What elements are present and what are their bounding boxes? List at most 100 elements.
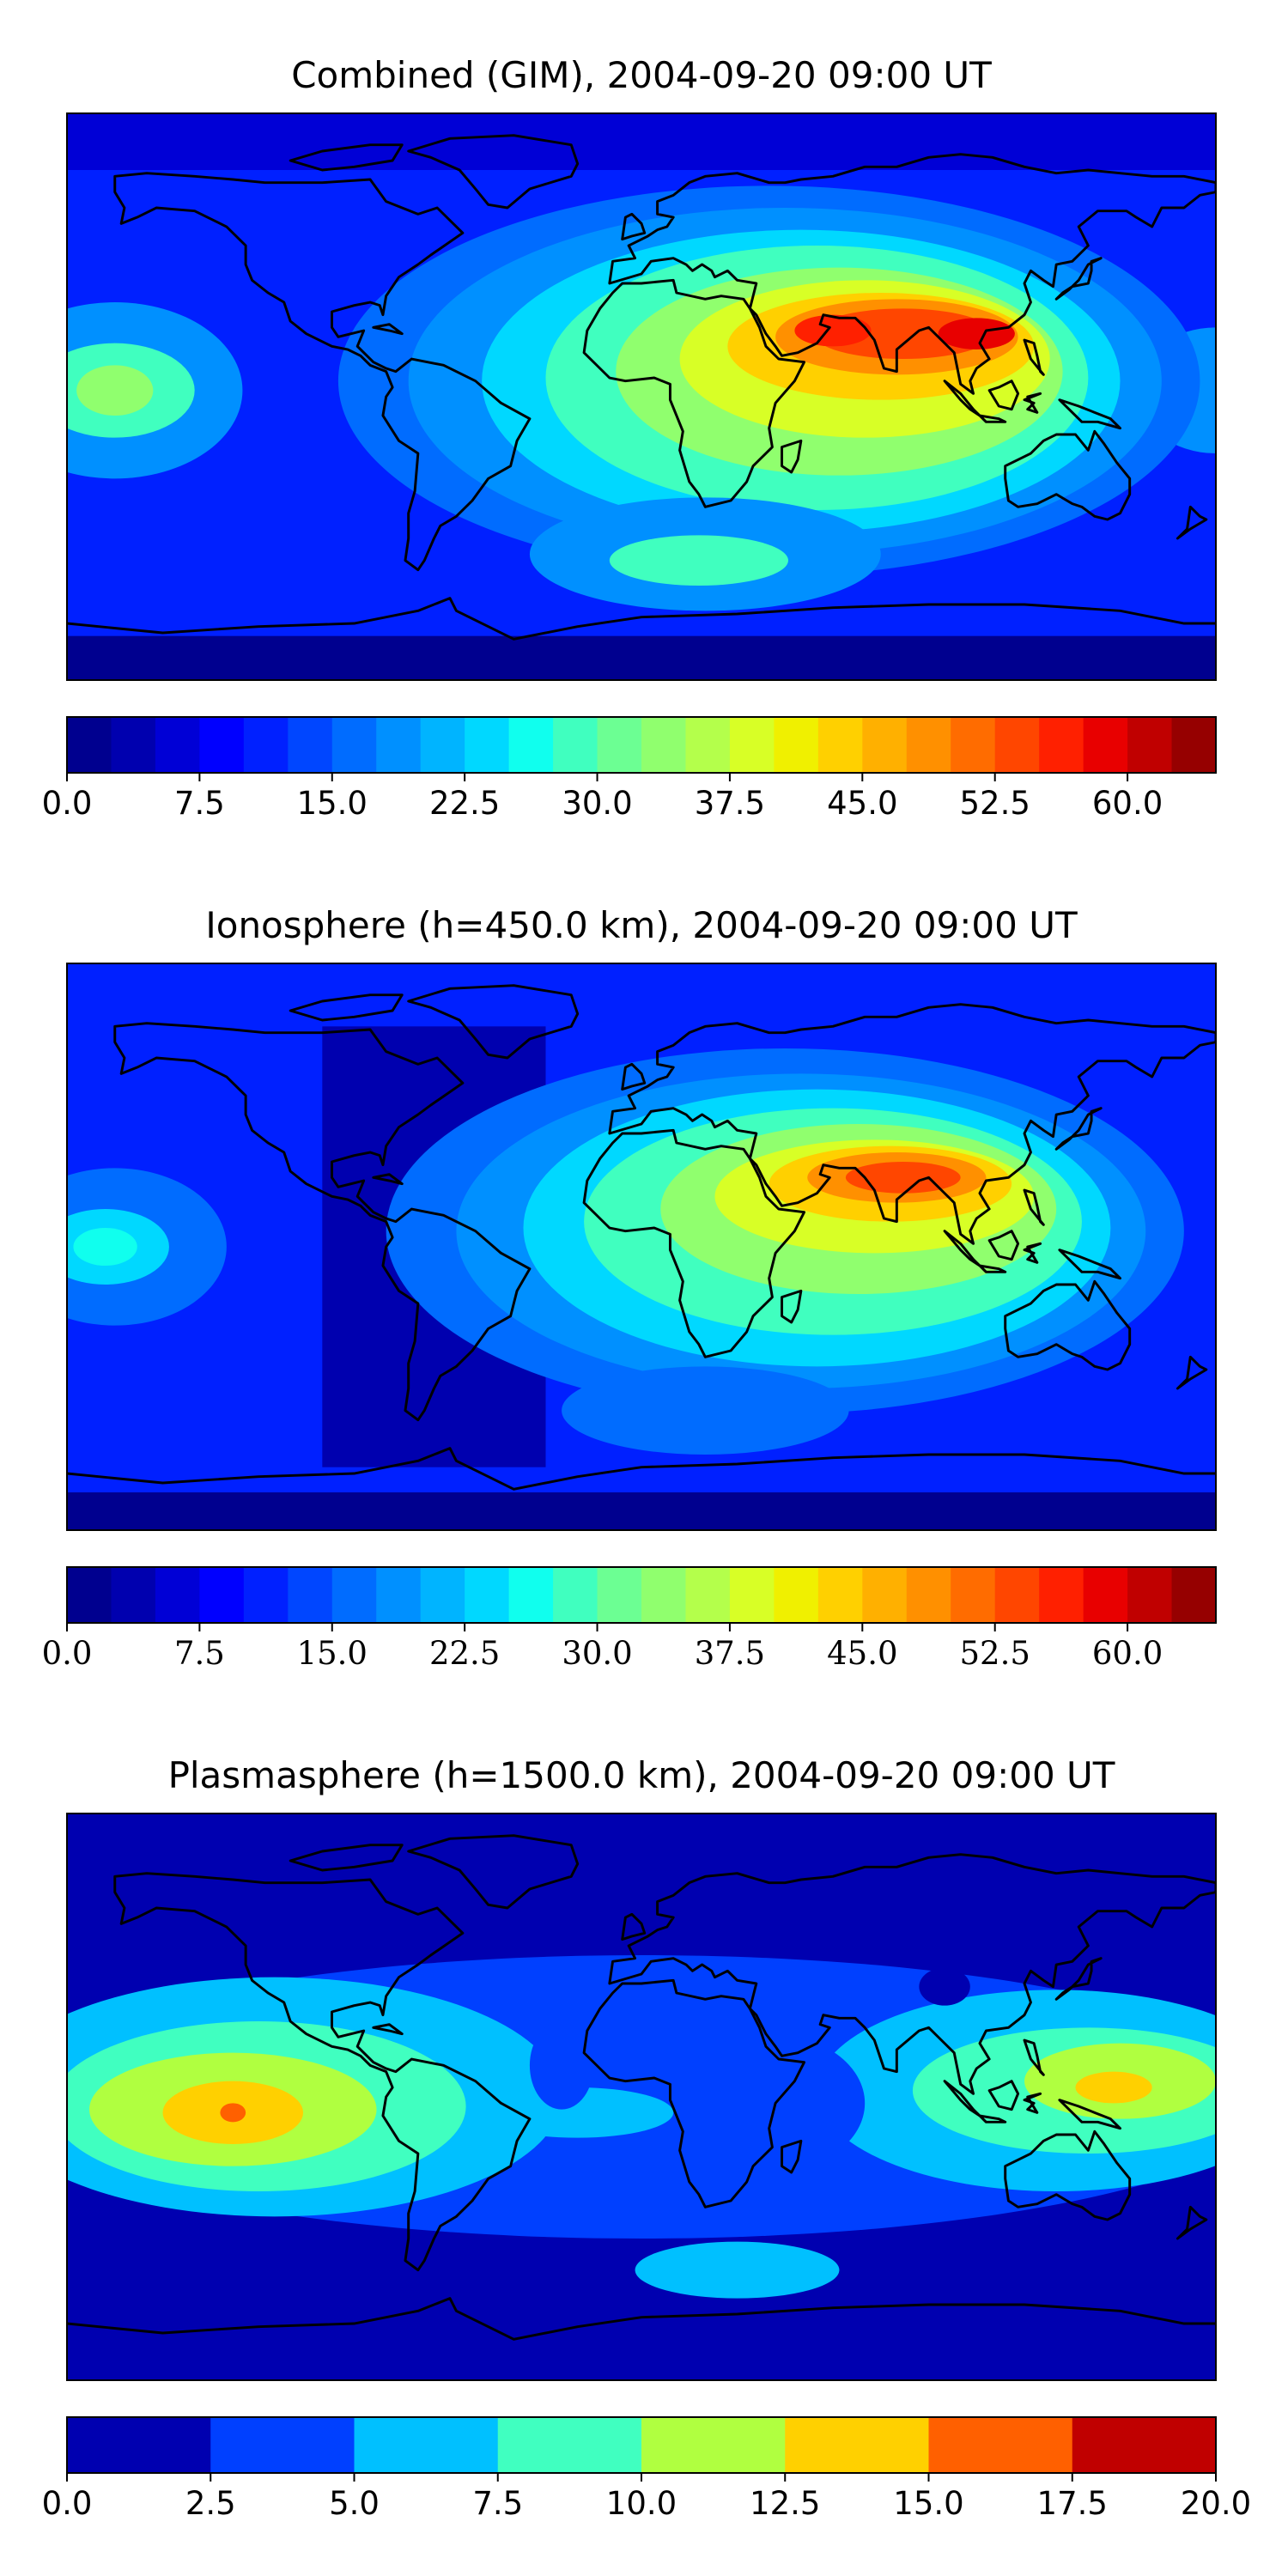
- colorbar-swatch: [1083, 717, 1128, 773]
- colorbar-swatch: [1127, 1567, 1173, 1623]
- colorbar-tick-label: 2.5: [185, 2485, 236, 2522]
- colorbar-swatch: [1039, 1567, 1084, 1623]
- colorbar: 0.0 7.5 15.0 22.5 30.0 37.5 45.0 52.5 60.0: [42, 1566, 1217, 1672]
- colorbar-swatch: [199, 1567, 245, 1623]
- colorbar-swatch: [994, 1567, 1040, 1623]
- map-frame: [66, 1813, 1217, 2381]
- colorbar-swatch: [862, 717, 908, 773]
- colorbar-swatch: [243, 1567, 289, 1623]
- colorbar-tick-label: 37.5: [695, 785, 765, 822]
- colorbar-swatch: [906, 717, 951, 773]
- colorbar-swatch: [817, 1567, 863, 1623]
- colorbar-tick-label: 15.0: [893, 2485, 963, 2522]
- colorbar-tick-label: 7.5: [472, 2485, 523, 2522]
- colorbar-tick-label: 37.5: [695, 1635, 765, 1672]
- colorbar-swatch: [1039, 717, 1084, 773]
- colorbar-tick-label: 5.0: [329, 2485, 380, 2522]
- chart-title: Ionosphere (h=450.0 km), 2004-09-20 09:0…: [205, 904, 1078, 946]
- colorbar-swatch: [155, 717, 200, 773]
- colorbar-swatch: [597, 717, 642, 773]
- colorbar-tick-label: 30.0: [562, 785, 632, 822]
- colorbar-tick-label: 15.0: [297, 1635, 368, 1672]
- colorbar-swatch: [199, 717, 245, 773]
- colorbar-tick-label: 15.0: [297, 785, 368, 822]
- colorbar-swatch: [641, 1567, 687, 1623]
- colorbar-tick-label: 60.0: [1092, 785, 1163, 822]
- colorbar-swatch: [862, 1567, 908, 1623]
- colorbar-swatch: [774, 1567, 819, 1623]
- colorbar-swatch: [111, 1567, 156, 1623]
- colorbar-tick-label: 7.5: [174, 1635, 225, 1672]
- panel-combined: Combined (GIM), 2004-09-20 09:00 UT: [42, 54, 1217, 822]
- colorbar-swatch: [553, 717, 598, 773]
- colorbar-tick-label: 52.5: [959, 1635, 1030, 1672]
- colorbar-swatch: [243, 717, 289, 773]
- colorbar-swatch: [906, 1567, 951, 1623]
- colorbar-swatch: [1083, 1567, 1128, 1623]
- colorbar-swatch: [210, 2417, 355, 2473]
- colorbar-swatch: [1127, 717, 1173, 773]
- colorbar-swatch: [729, 1567, 775, 1623]
- colorbar-tick-label: 12.5: [750, 2485, 820, 2522]
- colorbar-swatch: [641, 717, 687, 773]
- panel-plasmasphere: Plasmasphere (h=1500.0 km), 2004-09-20 0…: [42, 1754, 1252, 2522]
- colorbar-tick-label: 45.0: [827, 1635, 897, 1672]
- colorbar-swatch: [994, 717, 1040, 773]
- colorbar-tick-label: 22.5: [429, 1635, 500, 1672]
- colorbar-swatch: [1072, 2417, 1217, 2473]
- colorbar-swatch: [67, 2417, 211, 2473]
- map-frame: [66, 963, 1217, 1531]
- colorbar-swatch: [951, 1567, 996, 1623]
- tec-bands: [67, 1026, 1216, 1530]
- chart-title: Combined (GIM), 2004-09-20 09:00 UT: [291, 54, 992, 96]
- colorbar-swatch: [288, 1567, 333, 1623]
- colorbar-swatch: [685, 717, 731, 773]
- colorbar-tick-label: 22.5: [429, 785, 500, 822]
- colorbar-swatch: [465, 717, 510, 773]
- colorbar-tick-label: 0.0: [42, 2485, 93, 2522]
- colorbar-tick-label: 0.0: [42, 785, 93, 822]
- colorbar-swatch: [376, 1567, 422, 1623]
- colorbar-swatch: [465, 1567, 510, 1623]
- colorbar-tick-label: 0.0: [42, 1635, 93, 1672]
- tec-bands: [67, 1955, 1216, 2299]
- colorbar-tick-label: 17.5: [1037, 2485, 1108, 2522]
- colorbar-swatch: [774, 717, 819, 773]
- colorbar-swatch: [497, 2417, 642, 2473]
- colorbar-swatch: [420, 1567, 465, 1623]
- map-frame: [66, 112, 1217, 681]
- colorbar-tick-label: 52.5: [959, 785, 1030, 822]
- colorbar-swatch: [111, 717, 156, 773]
- colorbar-swatch: [817, 717, 863, 773]
- colorbar-swatch: [288, 717, 333, 773]
- chart-title: Plasmasphere (h=1500.0 km), 2004-09-20 0…: [168, 1754, 1115, 1796]
- colorbar-swatch: [420, 717, 465, 773]
- colorbar-swatch: [67, 1567, 112, 1623]
- colorbar-tick-label: 45.0: [827, 785, 897, 822]
- colorbar-swatch: [1171, 717, 1217, 773]
- colorbar-tick-label: 20.0: [1181, 2485, 1251, 2522]
- colorbar-swatch: [729, 717, 775, 773]
- colorbar-swatch: [508, 1567, 554, 1623]
- colorbar-swatch: [331, 1567, 377, 1623]
- colorbar: 0.0 2.5 5.0 7.5 10.0 12.5 15.0 17.5 20.0: [42, 2416, 1251, 2522]
- colorbar-tick-label: 7.5: [174, 785, 225, 822]
- colorbar: 0.0 7.5 15.0 22.5 30.0 37.5 45.0 52.5 60.0: [42, 716, 1217, 822]
- colorbar-swatch: [597, 1567, 642, 1623]
- colorbar-swatch: [553, 1567, 598, 1623]
- colorbar-swatch: [685, 1567, 731, 1623]
- colorbar-swatch: [155, 1567, 200, 1623]
- colorbar-swatch: [641, 2417, 786, 2473]
- colorbar-swatch: [508, 717, 554, 773]
- colorbar-tick-label: 10.0: [606, 2485, 677, 2522]
- colorbar-tick-label: 30.0: [562, 1635, 632, 1672]
- colorbar-swatch: [331, 717, 377, 773]
- colorbar-swatch: [1171, 1567, 1217, 1623]
- colorbar-swatch: [951, 717, 996, 773]
- colorbar-swatch: [928, 2417, 1073, 2473]
- colorbar-swatch: [67, 717, 112, 773]
- colorbar-swatch: [785, 2417, 930, 2473]
- colorbar-tick-label: 60.0: [1092, 1635, 1163, 1672]
- colorbar-swatch: [376, 717, 422, 773]
